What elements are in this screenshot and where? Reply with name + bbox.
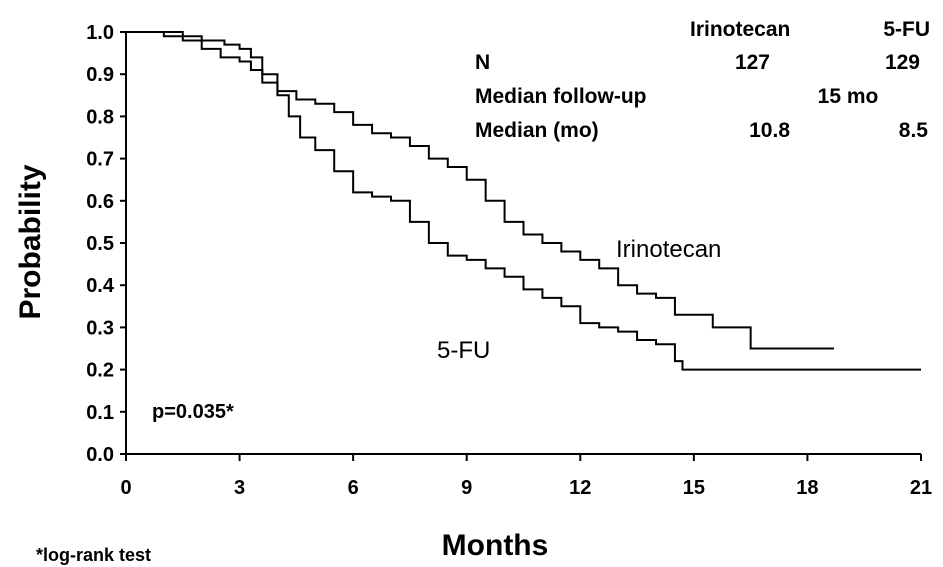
x-tick-label: 9 [461,477,472,499]
y-ticks: 0.0 0.1 0.2 0.3 0.4 0.5 0.6 0.7 0.8 0.9 1.0 [86,22,126,466]
summary-table: Irinotecan 5-FU N 127 129 Median follow-… [475,18,930,142]
y-tick-label: 0.1 [86,402,114,424]
x-tick-label: 18 [796,477,818,499]
table-cell-median-irinotecan: 10.8 [749,119,790,142]
x-tick-label: 12 [569,477,591,499]
y-tick-label: 1.0 [86,22,114,44]
table-row-label-n: N [475,51,490,74]
y-tick-label: 0.7 [86,149,114,171]
x-tick-label: 0 [120,477,131,499]
table-row-label-median: Median (mo) [475,119,599,142]
table-header-irinotecan: Irinotecan [690,18,790,41]
x-tick-label: 15 [683,477,705,499]
y-tick-label: 0.5 [86,233,114,255]
series-label-5fu: 5-FU [437,337,490,364]
series-layer [126,31,921,371]
y-axis-label: Probability [14,164,47,319]
y-tick-label: 0.4 [86,275,115,297]
table-cell-followup: 15 mo [818,85,879,108]
x-tick-label: 6 [348,477,359,499]
y-tick-label: 0.2 [86,360,114,382]
x-axis-label: Months [442,529,549,562]
x-tick-label: 3 [234,477,245,499]
table-cell-median-5fu: 8.5 [899,119,929,142]
x-tick-label: 21 [910,477,932,499]
y-tick-label: 0.6 [86,191,114,213]
table-header-5fu: 5-FU [883,18,930,41]
y-tick-label: 0.0 [86,444,114,466]
series-line-5fu [126,31,921,371]
series-label-irinotecan: Irinotecan [616,236,721,263]
y-tick-label: 0.9 [86,64,114,86]
x-ticks: 0 3 6 9 12 15 18 21 [120,454,932,499]
y-tick-label: 0.3 [86,317,114,339]
footnote: *log-rank test [36,545,151,565]
y-tick-label: 0.8 [86,106,114,128]
table-cell-n-irinotecan: 127 [735,51,770,74]
p-value-annotation: p=0.035* [152,401,234,423]
table-cell-n-5fu: 129 [885,51,920,74]
table-row-label-followup: Median follow-up [475,85,646,108]
series-line-irinotecan [126,31,834,350]
